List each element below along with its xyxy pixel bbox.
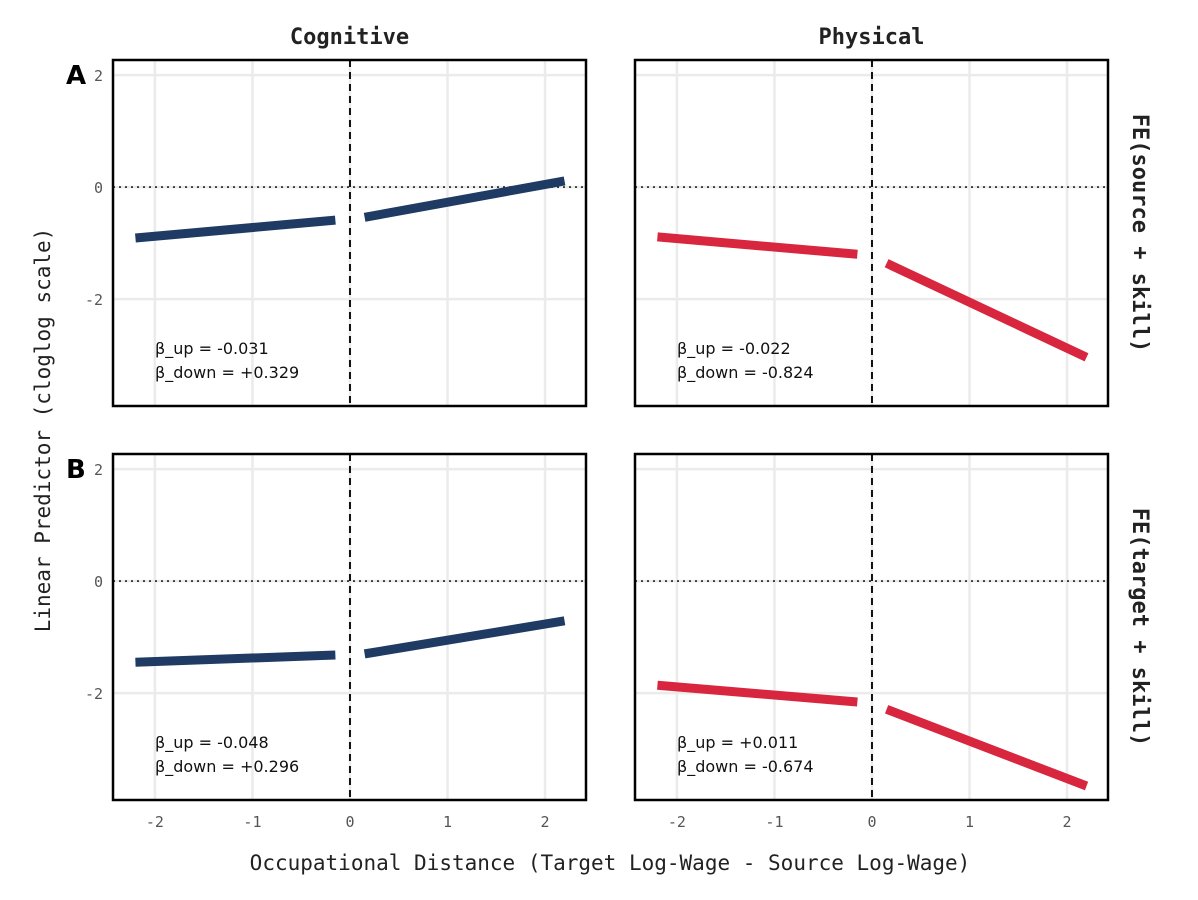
column-header-physical: Physical [819, 25, 925, 50]
x-tick-label: 0 [345, 813, 354, 831]
panel-border [633, 58, 1110, 408]
x-tick-label: 2 [541, 813, 550, 831]
beta-annotation: β_down = -0.674 [677, 757, 814, 777]
fitted-line-segment [885, 705, 1089, 791]
panel-border [633, 452, 1110, 802]
x-tick-label: 1 [443, 813, 452, 831]
beta-annotation: β_down = -0.824 [677, 363, 814, 383]
panel-border [111, 452, 588, 802]
panel: β_up = -0.031 β_down = +0.329 -2 0 2 [85, 58, 588, 408]
fitted-line-segment [363, 176, 566, 222]
x-tick-label: -1 [243, 813, 261, 831]
y-tick-label: 0 [94, 179, 103, 197]
beta-annotation: β_up = -0.048 [155, 733, 269, 753]
fitted-line-segment [135, 650, 336, 667]
y-axis-label: Linear Predictor (cloglog scale) [31, 228, 55, 633]
fitted-line-segment [884, 259, 1089, 362]
panel-tag: A [66, 61, 86, 91]
column-header-cognitive: Cognitive [290, 25, 409, 50]
beta-annotation: β_down = +0.296 [155, 757, 299, 777]
row-strip-label: FE(source + skill) [1127, 114, 1152, 352]
fitted-line-segment [657, 232, 858, 259]
panel-border [111, 58, 588, 408]
panel: β_up = -0.022 β_down = -0.824 [633, 58, 1110, 408]
panel-tag: B [66, 455, 86, 485]
panel: β_up = +0.011 β_down = -0.674 -2 -1 0 1 2 [633, 452, 1110, 831]
y-tick-label: 2 [94, 461, 103, 479]
beta-annotation: β_up = -0.031 [155, 339, 269, 359]
x-tick-label: 2 [1063, 813, 1072, 831]
y-tick-label: -2 [85, 291, 103, 309]
row-strip-label: FE(target + skill) [1127, 508, 1152, 746]
fitted-line-segment [363, 616, 566, 659]
beta-annotation: β_down = +0.329 [155, 363, 299, 383]
beta-annotation: β_up = -0.022 [677, 339, 791, 359]
fitted-line-segment [135, 215, 336, 243]
x-tick-label: -2 [146, 813, 164, 831]
fitted-line-segment [657, 680, 858, 707]
beta-annotation: β_up = +0.011 [677, 733, 798, 753]
y-tick-label: 0 [94, 573, 103, 591]
y-tick-label: -2 [85, 685, 103, 703]
x-tick-label: 1 [965, 813, 974, 831]
x-axis-label: Occupational Distance (Target Log-Wage -… [250, 851, 971, 875]
x-tick-label: -1 [765, 813, 783, 831]
x-tick-label: 0 [867, 813, 876, 831]
panel: β_up = -0.048 β_down = +0.296 -2 0 2 -2 -1 0 1 2 [85, 452, 588, 831]
x-tick-label: -2 [668, 813, 686, 831]
y-tick-label: 2 [94, 67, 103, 85]
